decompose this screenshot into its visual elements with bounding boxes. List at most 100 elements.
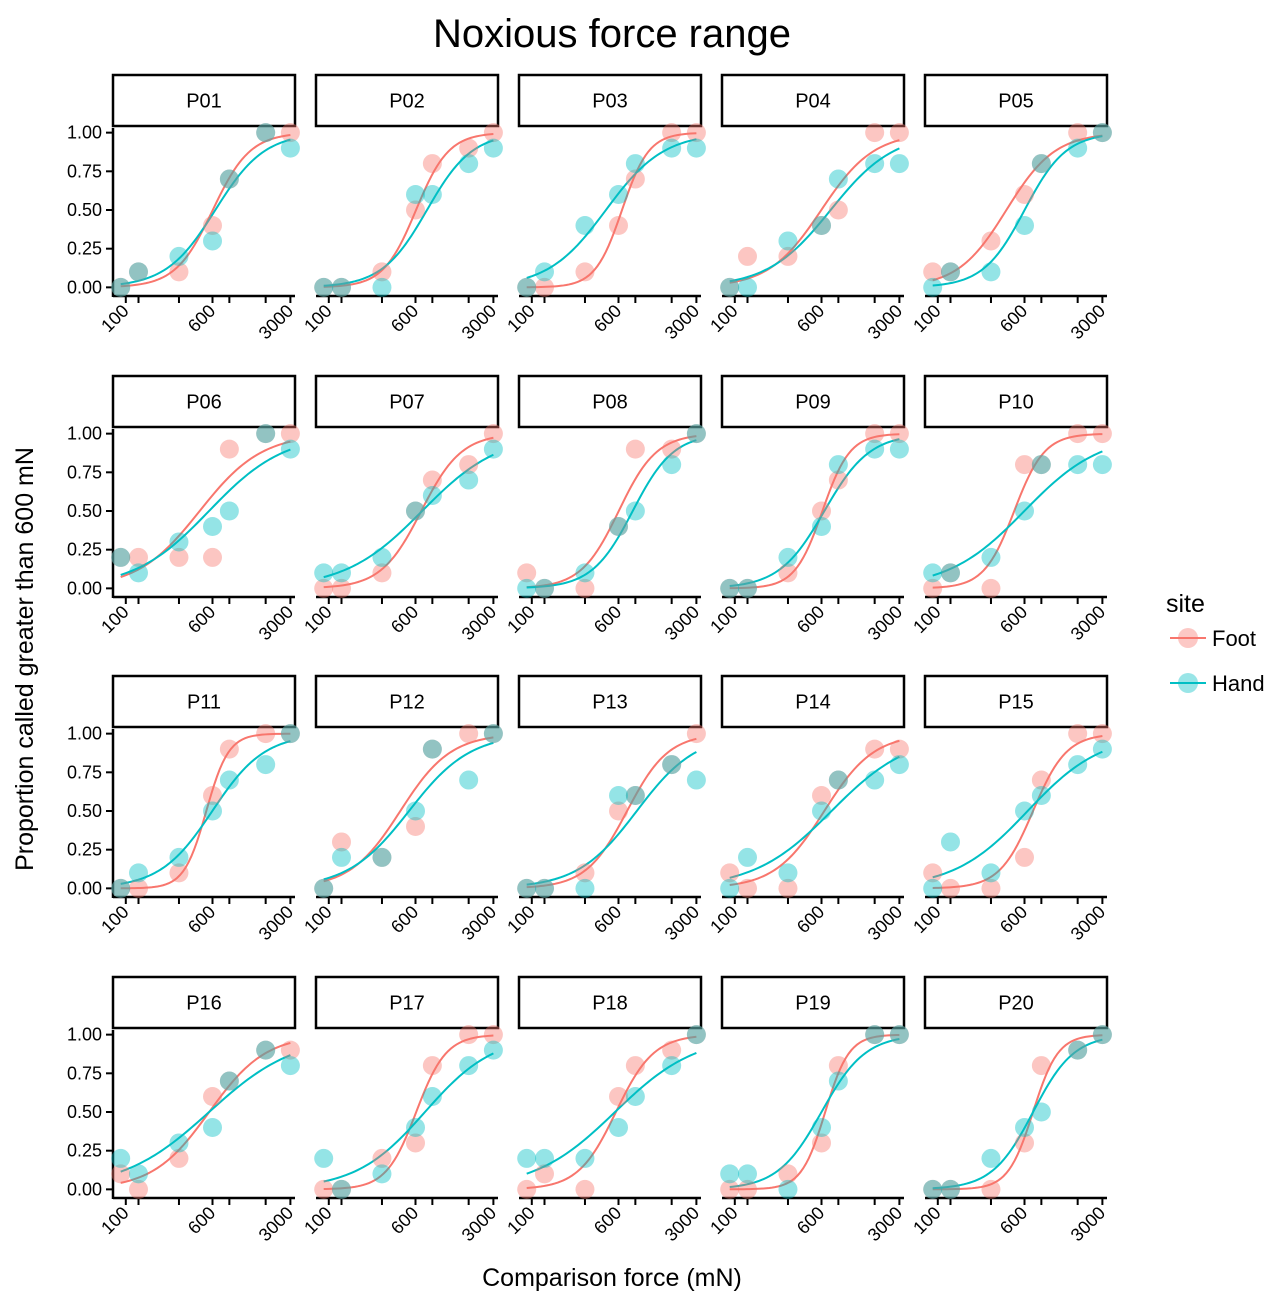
data-point-foot (219, 739, 239, 759)
strip-box (517, 975, 703, 1030)
facet-panel-p20: P20 100 600 3000 (909, 975, 1112, 1245)
facet-panel-p01: P01 0.00 0.25 0.50 0.75 1.00 100 600 3000 (67, 73, 300, 343)
data-point-foot (686, 424, 706, 444)
data-point-hand (406, 185, 426, 205)
data-point-foot (575, 1179, 595, 1199)
data-point-hand (1031, 455, 1051, 475)
data-point-hand (828, 1071, 848, 1091)
data-point-hand (812, 516, 832, 536)
x-tick-label: 600 (590, 1203, 625, 1238)
strip-box (720, 975, 906, 1030)
data-point-hand (828, 455, 848, 475)
data-point-hand (517, 1148, 537, 1168)
data-point-hand (483, 138, 503, 158)
x-tick-label: 3000 (255, 301, 297, 343)
fit-curve-foot (323, 132, 494, 288)
data-point-hand (686, 138, 706, 158)
x-tick-label: 3000 (458, 1203, 500, 1245)
data-point-hand (483, 1040, 503, 1060)
data-point-foot (169, 547, 189, 567)
strip-label: P20 (998, 993, 1034, 1015)
y-tick-label: 1.00 (67, 424, 102, 444)
x-tick-label: 600 (387, 602, 422, 637)
data-point-hand (483, 724, 503, 744)
fit-curve-foot (526, 1035, 697, 1189)
legend-key-point-hand (1178, 673, 1198, 693)
data-point-foot (219, 1071, 239, 1091)
x-tick-label: 3000 (1067, 1203, 1109, 1245)
data-point-foot (422, 470, 442, 490)
data-point-hand (422, 185, 442, 205)
data-point-foot (720, 863, 740, 883)
data-point-foot (406, 816, 426, 836)
x-tick-label: 100 (97, 1203, 132, 1238)
y-tick-label: 1.00 (67, 123, 102, 143)
data-point-foot (1092, 724, 1112, 744)
x-tick-label: 600 (184, 902, 219, 937)
y-tick-label: 1.00 (67, 724, 102, 744)
fit-curve-foot (526, 435, 697, 589)
data-point-foot (517, 1179, 537, 1199)
data-point-foot (981, 878, 1001, 898)
facet-panel-p14: P14 100 600 3000 (706, 674, 909, 944)
y-tick-label: 0.50 (67, 200, 102, 220)
strip-box (923, 374, 1109, 429)
facet-panel-p11: P11 0.00 0.25 0.50 0.75 1.00 100 600 3000 (67, 674, 300, 944)
data-point-foot (422, 1056, 442, 1076)
data-point-foot (111, 277, 131, 297)
fit-curve-hand (120, 448, 291, 576)
data-point-foot (865, 739, 885, 759)
data-point-foot (203, 547, 223, 567)
x-tick-label: 100 (300, 902, 335, 937)
data-point-hand (625, 1087, 645, 1107)
data-point-hand (256, 123, 276, 143)
fit-curve-hand (120, 1054, 291, 1173)
fit-curve-hand (729, 147, 900, 283)
data-point-foot (940, 878, 960, 898)
data-point-foot (923, 1179, 943, 1199)
data-point-foot (1068, 123, 1088, 143)
data-point-hand (169, 847, 189, 867)
data-point-hand (314, 277, 334, 297)
strip-box (314, 975, 500, 1030)
legend-title: site (1166, 590, 1205, 618)
y-tick-label: 0.75 (67, 161, 102, 181)
x-tick-label: 3000 (661, 602, 703, 644)
data-point-foot (812, 501, 832, 521)
data-point-hand (778, 863, 798, 883)
fit-curve-foot (729, 433, 900, 590)
legend-label-foot: Foot (1212, 626, 1256, 651)
fit-curve-foot (932, 1034, 1103, 1191)
data-point-foot (1068, 1040, 1088, 1060)
fit-curve-hand (932, 135, 1103, 287)
data-point-hand (940, 832, 960, 852)
legend-item-hand: Hand (1170, 671, 1265, 696)
strip-label: P19 (795, 993, 831, 1015)
data-point-hand (219, 501, 239, 521)
x-tick-label: 3000 (255, 1203, 297, 1245)
x-tick-label: 600 (996, 1203, 1031, 1238)
data-point-foot (422, 739, 442, 759)
facet-panel-p10: P10 100 600 3000 (909, 374, 1112, 644)
data-point-foot (981, 231, 1001, 251)
data-point-hand (1015, 215, 1035, 235)
data-point-hand (517, 578, 537, 598)
data-point-hand (534, 262, 554, 282)
data-point-hand (111, 1148, 131, 1168)
x-tick-label: 3000 (458, 902, 500, 944)
data-point-hand (280, 439, 300, 459)
fit-curve-hand (729, 755, 900, 879)
x-tick-label: 600 (996, 602, 1031, 637)
facet-panel-p05: P05 100 600 3000 (909, 73, 1112, 343)
data-point-foot (923, 262, 943, 282)
data-point-hand (575, 878, 595, 898)
data-point-hand (889, 755, 909, 775)
data-point-hand (812, 1117, 832, 1137)
data-point-foot (169, 863, 189, 883)
data-point-hand (406, 801, 426, 821)
data-point-hand (203, 516, 223, 536)
facet-panels: P01 0.00 0.25 0.50 0.75 1.00 100 600 3000 P02 100 6… (67, 73, 1112, 1245)
data-point-hand (483, 439, 503, 459)
data-point-hand (889, 1025, 909, 1045)
x-tick-label: 100 (97, 902, 132, 937)
